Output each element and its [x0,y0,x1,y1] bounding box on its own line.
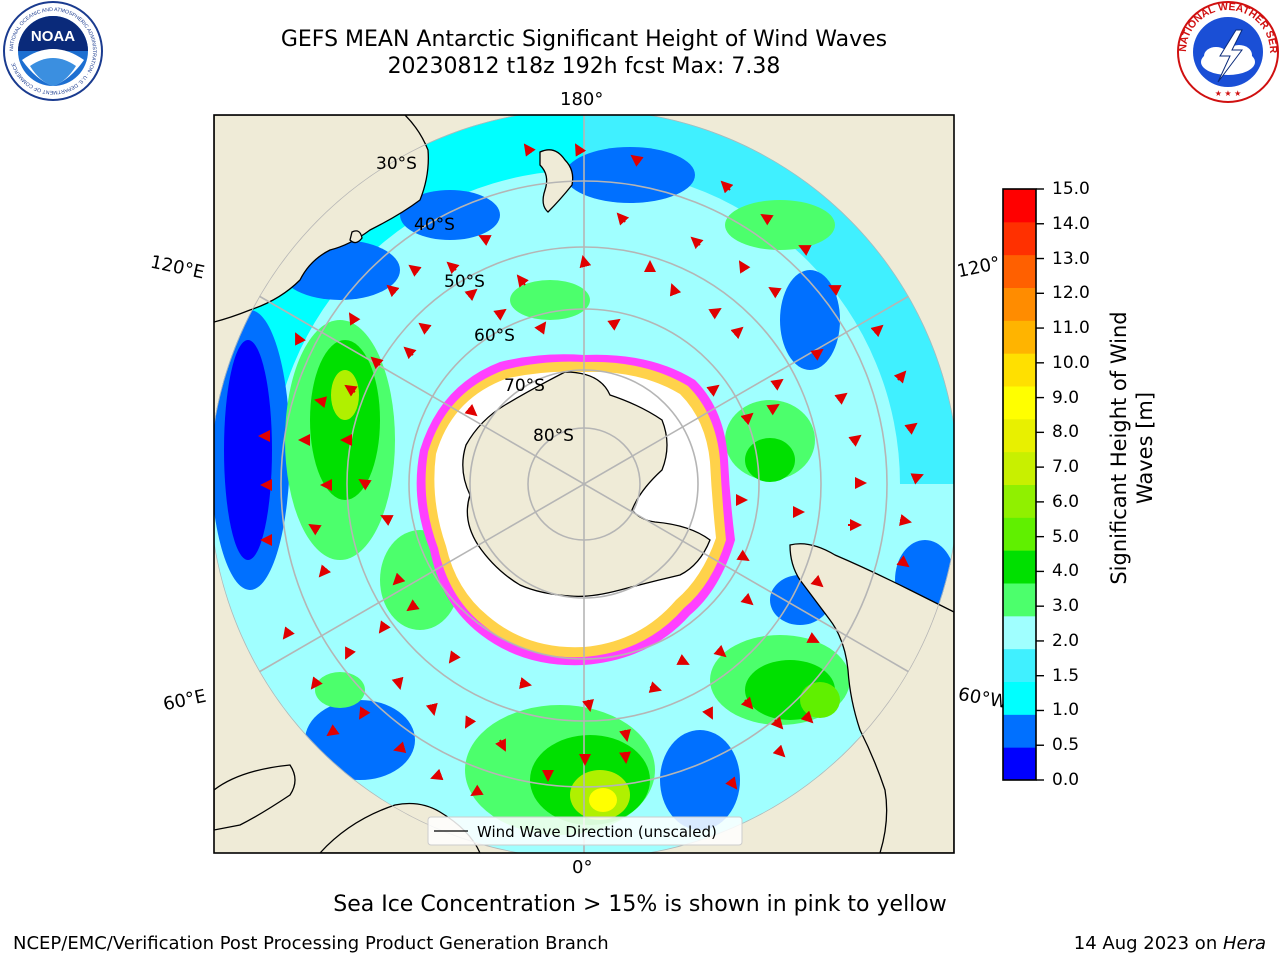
colorbar-swatch [1003,484,1036,518]
colorbar-swatch [1003,517,1036,551]
graticule [214,115,954,853]
colorbar-tick-label: 9.0 [1052,387,1080,408]
antarctica [416,354,735,666]
footer-credit: NCEP/EMC/Verification Post Processing Pr… [13,933,609,954]
colorbar-tick-label: 5.0 [1052,526,1080,547]
wind-wave-arrows [258,143,924,797]
colorbar-swatch [1003,189,1036,223]
colorbar-tick-label: 1.5 [1052,665,1080,686]
colorbar-tick-label: 12.0 [1052,283,1090,304]
colorbar-tick-label: 1.0 [1052,700,1080,721]
colorbar-swatch [1003,681,1036,715]
colorbar-swatch [1003,550,1036,584]
colorbar-tick-label: 10.0 [1052,352,1090,373]
colorbar-tick-label: 3.0 [1052,596,1080,617]
lat-label-70s: 70°S [504,376,545,396]
noaa-logo: NOAA NATIONAL OCEANIC AND ATMOSPHERIC AD… [3,1,103,101]
lat-label-50s: 50°S [444,272,485,292]
colorbar-tick-label: 2.0 [1052,630,1080,651]
lat-label-60s: 60°S [474,326,515,346]
colorbar-swatch [1003,714,1036,748]
colorbar-swatch [1003,747,1036,781]
noaa-wordmark: NOAA [31,28,75,45]
lat-label-80s: 80°S [533,426,574,446]
colorbar-swatch [1003,320,1036,354]
map-frame [213,114,955,854]
lon-label-0: 0° [572,857,593,878]
footer-date: 14 Aug 2023 on Hera [1073,933,1266,954]
lat-label-40s: 40°S [414,215,455,235]
colorbar-tick-label: 14.0 [1052,213,1090,234]
colorbar-swatch [1003,287,1036,321]
colorbar-tick-label: 4.0 [1052,561,1080,582]
lon-label-180: 180° [560,89,604,110]
map-legend: Wind Wave Direction (unscaled) [427,816,743,846]
nws-stars-icon: ★ ★ ★ [1215,89,1242,98]
colorbar-swatch [1003,451,1036,485]
colorbar-swatch [1003,648,1036,682]
colorbar-tick-label: 6.0 [1052,491,1080,512]
colorbar-swatch [1003,418,1036,453]
colorbar-swatch [1003,615,1036,650]
legend-label: Wind Wave Direction (unscaled) [477,823,717,841]
colorbar-swatch [1003,386,1036,420]
colorbar-tick-label: 0.5 [1052,735,1080,756]
colorbar-tick-label: 7.0 [1052,457,1080,478]
colorbar-tick-label: 8.0 [1052,422,1080,443]
chart-subtitle: 20230812 t18z 192h fcst Max: 7.38 [387,54,781,79]
colorbar-tick-label: 15.0 [1052,179,1090,199]
lat-label-30s: 30°S [376,154,417,174]
sea-ice-note: Sea Ice Concentration > 15% is shown in … [333,892,947,917]
colorbar [1002,188,1044,781]
colorbar-tick-label: 0.0 [1052,770,1080,790]
chart-title: GEFS MEAN Antarctic Significant Height o… [280,27,888,52]
map-area: 30°S 40°S 50°S 60°S 70°S 80°S Wind Wave … [213,114,955,854]
colorbar-swatch [1003,254,1036,288]
colorbar-tick-label: 11.0 [1052,318,1090,339]
colorbar-swatch [1003,583,1036,617]
nws-logo: NATIONAL WEATHER SERVICE ★ ★ ★ [1176,0,1279,103]
colorbar-swatch [1003,221,1036,256]
colorbar-swatch [1003,353,1036,387]
colorbar-tick-label: 13.0 [1052,248,1090,269]
colorbar-label: Significant Height of Wind Waves [m] [1107,311,1157,585]
